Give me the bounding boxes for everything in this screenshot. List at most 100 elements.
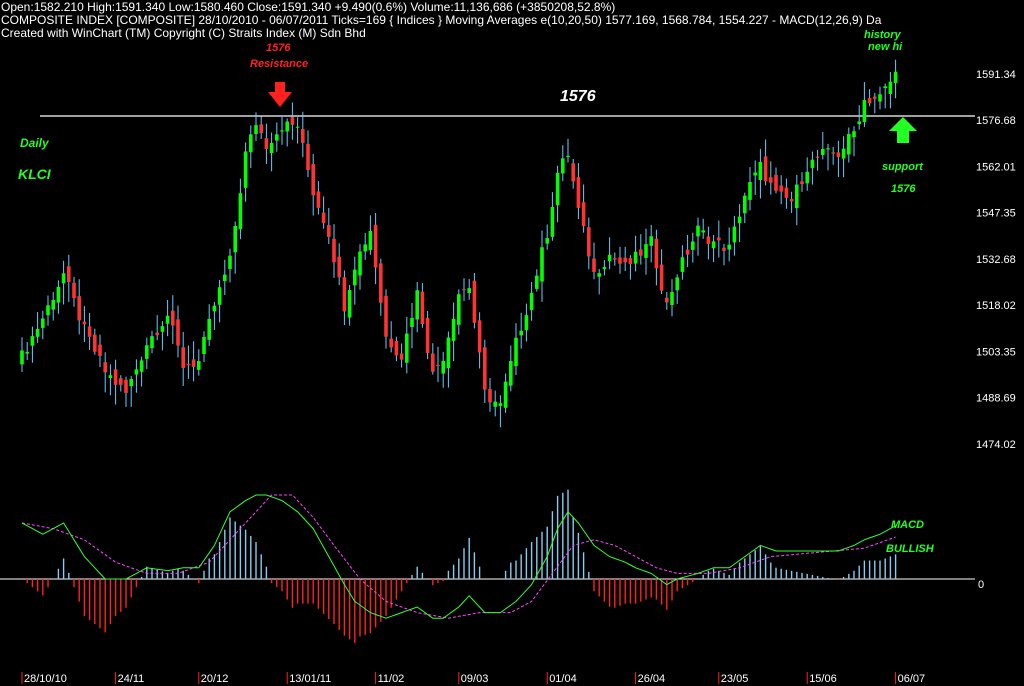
candle	[659, 249, 664, 295]
y-axis-labels: 1591.34 1576.68 1562.01 1547.35 1532.68 1518.…	[976, 69, 1016, 451]
candle	[139, 356, 144, 387]
candle	[753, 160, 757, 195]
candle	[493, 390, 497, 417]
candle	[20, 337, 24, 373]
candle	[545, 224, 549, 250]
macd-histogram	[26, 489, 897, 644]
candle	[623, 246, 627, 272]
resistance-value-label: 1576	[266, 42, 291, 54]
candle	[77, 279, 81, 335]
candle	[841, 136, 846, 178]
candle	[155, 315, 159, 341]
candle	[529, 281, 534, 321]
candle	[431, 343, 435, 375]
candle	[61, 260, 66, 305]
candle	[25, 341, 29, 361]
candle	[207, 304, 211, 346]
support-label: support	[882, 161, 923, 173]
price-panel: 1591.34 1576.68 1562.01 1547.35 1532.68 1518.…	[20, 59, 1016, 451]
candle	[566, 138, 570, 163]
candle	[254, 112, 258, 142]
x-tick-label: 13/01/11	[289, 673, 331, 685]
candle	[301, 111, 305, 158]
candle	[639, 234, 643, 265]
candle	[561, 145, 565, 182]
candle	[51, 291, 55, 321]
candle	[477, 312, 482, 369]
candle	[275, 122, 279, 152]
candle	[306, 130, 310, 178]
candle	[727, 227, 731, 262]
candle	[295, 117, 300, 144]
candle	[826, 143, 830, 171]
candle	[758, 148, 763, 199]
candle	[665, 291, 669, 310]
x-tick-label: 09/03	[461, 673, 489, 685]
candle	[774, 167, 778, 194]
candle	[670, 279, 674, 317]
candle	[379, 258, 383, 316]
macd-panel: 0	[0, 489, 984, 644]
header-ohlc: Open:1582.210 High:1591.340 Low:1580.460…	[1, 0, 616, 14]
candle	[113, 359, 118, 405]
candle	[337, 243, 341, 286]
candle	[696, 217, 700, 256]
candle	[893, 59, 898, 99]
candle	[264, 123, 269, 165]
candle	[98, 334, 102, 368]
daily-label: Daily	[20, 136, 49, 150]
signal-line	[21, 494, 896, 619]
bullish-annotation: BULLISH	[886, 543, 934, 555]
candle	[285, 118, 289, 147]
candle	[810, 151, 815, 185]
candle	[831, 147, 835, 165]
candle	[628, 255, 633, 280]
candle	[363, 232, 367, 260]
candle	[441, 351, 445, 388]
candle	[722, 243, 726, 266]
candle	[607, 237, 612, 270]
candle	[821, 132, 825, 160]
candle	[779, 175, 783, 205]
candle	[269, 132, 274, 172]
candle	[103, 352, 107, 393]
new-hi-label: new hi	[868, 41, 903, 53]
macd-line	[21, 494, 896, 619]
candle	[732, 215, 737, 256]
candle	[472, 272, 477, 329]
candle	[145, 337, 149, 370]
candle	[82, 306, 87, 343]
candle	[451, 302, 456, 362]
y-tick-label: 1591.34	[976, 69, 1016, 81]
candle	[233, 221, 237, 274]
y-tick-label: 1532.68	[976, 254, 1016, 266]
x-tick-label: 06/07	[898, 673, 926, 685]
y-tick-label: 1518.02	[976, 300, 1016, 312]
candle	[613, 252, 617, 266]
candle	[93, 328, 97, 355]
x-tick-label: 26/04	[638, 673, 666, 685]
candle	[30, 326, 35, 363]
candle	[571, 159, 575, 189]
candle	[680, 245, 685, 280]
x-tick-label: 28/10/10	[24, 673, 67, 685]
candle	[555, 165, 560, 223]
y-tick-label: 1488.69	[976, 393, 1016, 405]
candle	[446, 331, 451, 388]
candle	[654, 229, 659, 286]
candle	[878, 86, 882, 110]
candle	[737, 204, 742, 243]
candle	[311, 154, 315, 216]
candle	[592, 242, 596, 280]
candle	[134, 359, 139, 393]
candle	[243, 142, 248, 202]
candle	[280, 117, 284, 145]
candle	[540, 230, 544, 302]
candle	[191, 341, 196, 382]
candle	[259, 116, 263, 139]
header-copyright: Created with WinChart (TM) Copyright (C)…	[1, 26, 366, 40]
candle	[748, 167, 752, 211]
history-label: history	[864, 29, 901, 41]
candle	[171, 295, 175, 345]
candle	[519, 312, 523, 349]
